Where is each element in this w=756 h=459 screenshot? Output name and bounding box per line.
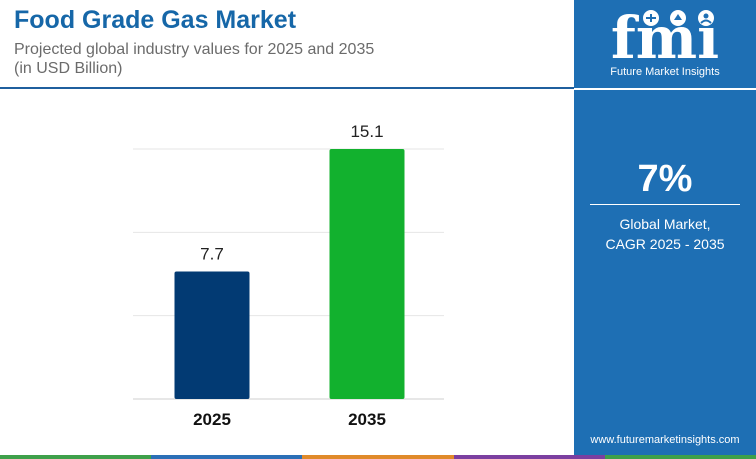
logo-caption: Future Market Insights (610, 66, 720, 78)
data-label: 15.1 (350, 122, 383, 141)
bar-2035 (329, 149, 405, 399)
chart-title: Food Grade Gas Market (14, 6, 297, 34)
stripe-segment (604, 455, 756, 459)
chart-subtitle: Projected global industry values for 202… (14, 41, 375, 77)
stripe-segment (302, 455, 455, 459)
bar-chart: 7.7 2025 15.1 2035 (133, 122, 444, 429)
data-label: 7.7 (200, 245, 224, 264)
x-tick-label: 2035 (348, 410, 386, 429)
sidebar-panel: fmi Future Market Insights 7% Global Mar… (574, 0, 756, 459)
stripe-segment (151, 455, 304, 459)
website-url[interactable]: www.futuremarketinsights.com (590, 434, 740, 446)
cagr-value: 7% (637, 158, 693, 200)
sidebar-divider (574, 88, 756, 90)
stripe-segment (0, 455, 152, 459)
title-divider (0, 87, 574, 89)
stripe-segment (453, 455, 606, 459)
logo-glyph-icon (700, 19, 712, 24)
x-tick-label: 2025 (193, 410, 231, 429)
fmi-logo: fmi (611, 6, 719, 66)
cagr-label: Global Market, CAGR 2025 - 2035 (605, 216, 725, 252)
logo-glyph-icon (703, 13, 709, 19)
bar-2025 (174, 271, 250, 399)
logo-glyph-icon (646, 14, 656, 22)
logo-glyph-icon (674, 14, 682, 20)
cagr-divider (590, 204, 740, 205)
